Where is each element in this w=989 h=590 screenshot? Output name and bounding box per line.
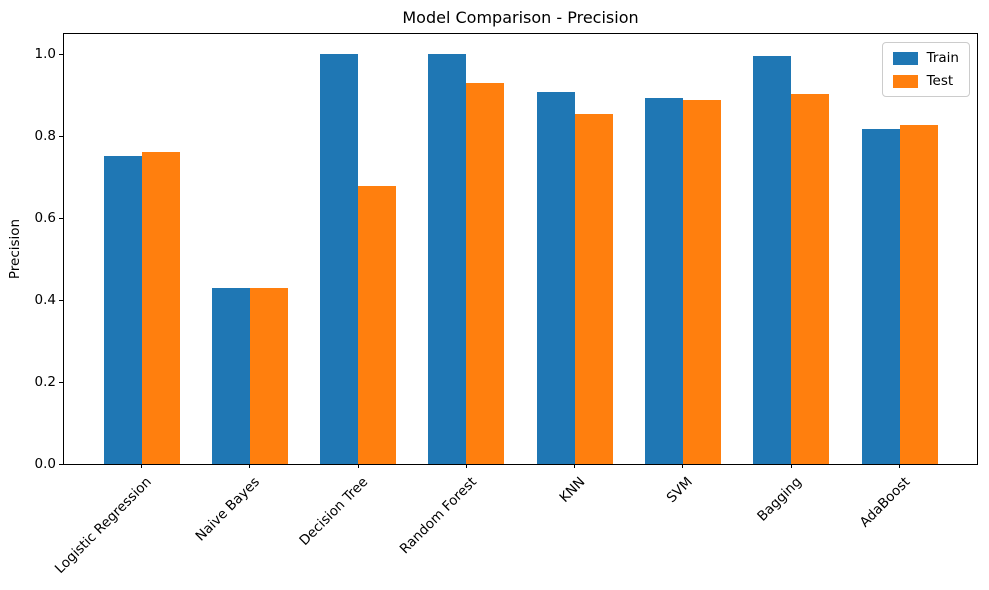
y-tick-mark bbox=[59, 135, 63, 137]
bar-test-random-forest bbox=[466, 82, 505, 464]
bar-test-decision-tree bbox=[358, 186, 397, 464]
bar-train-logistic-regression bbox=[103, 155, 142, 464]
y-tick-mark bbox=[59, 381, 63, 383]
y-tick-label: 1.0 bbox=[34, 45, 56, 62]
x-tick-mark bbox=[790, 464, 792, 468]
y-tick-label: 0.4 bbox=[34, 291, 56, 308]
plot-area: 0.0 0.2 0.4 0.6 0.8 1.0 Logistic Regression Nai… bbox=[35, 33, 978, 577]
test-color-swatch bbox=[892, 74, 918, 88]
chart-title: Model Comparison - Precision bbox=[402, 8, 639, 27]
bar-train-random-forest bbox=[428, 54, 467, 464]
bar-test-bagging bbox=[791, 94, 830, 464]
x-tick-mark bbox=[141, 464, 142, 468]
x-tick-mark bbox=[574, 464, 576, 468]
x-tick-label: Naive Bayes bbox=[192, 474, 264, 545]
x-tick-label: Bagging bbox=[753, 474, 805, 525]
x-tick-mark bbox=[682, 464, 684, 468]
x-tick-label: SVM bbox=[664, 474, 697, 507]
bar-test-adaboost bbox=[899, 124, 938, 464]
y-tick-label: 0.0 bbox=[34, 455, 56, 472]
bar-test-knn bbox=[574, 113, 613, 464]
y-tick-label: 0.2 bbox=[34, 373, 56, 390]
x-tick-label: AdaBoost bbox=[856, 474, 913, 531]
train-color-swatch bbox=[892, 51, 918, 65]
bar-train-naive-bayes bbox=[211, 288, 250, 464]
bar-train-bagging bbox=[753, 56, 792, 464]
legend-item-train: Train bbox=[892, 50, 959, 66]
x-tick-mark bbox=[357, 464, 359, 468]
bar-train-svm bbox=[644, 98, 683, 464]
x-tick-label: Decision Tree bbox=[296, 474, 372, 549]
y-tick-label: 0.6 bbox=[34, 209, 56, 226]
bar-test-svm bbox=[682, 99, 721, 464]
y-tick-mark bbox=[59, 53, 63, 55]
y-tick-label: 0.8 bbox=[34, 127, 56, 144]
x-tick-label: Logistic Regression bbox=[51, 474, 155, 577]
x-tick-mark bbox=[249, 464, 251, 468]
y-axis-label: Precision bbox=[7, 218, 23, 280]
legend: Train Test bbox=[881, 42, 970, 97]
bar-test-naive-bayes bbox=[249, 288, 288, 464]
x-tick-mark bbox=[899, 464, 900, 468]
x-tick-label: Random Forest bbox=[396, 474, 480, 558]
legend-label-train: Train bbox=[926, 50, 959, 66]
legend-label-test: Test bbox=[926, 73, 954, 89]
legend-item-test: Test bbox=[892, 73, 959, 89]
bar-train-knn bbox=[536, 91, 575, 464]
y-tick-mark bbox=[59, 463, 63, 465]
bar-test-logistic-regression bbox=[141, 152, 180, 464]
x-tick-label: KNN bbox=[556, 474, 588, 506]
bar-train-adaboost bbox=[861, 129, 900, 464]
bar-train-decision-tree bbox=[320, 54, 359, 464]
x-tick-mark bbox=[465, 464, 467, 468]
y-tick-mark bbox=[59, 217, 63, 219]
y-tick-mark bbox=[59, 299, 63, 301]
